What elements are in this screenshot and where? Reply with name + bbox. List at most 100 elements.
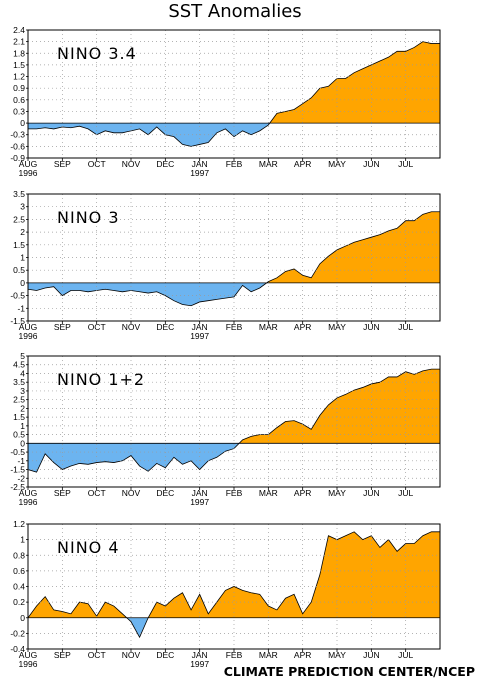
y-tick-label: 0.5	[13, 265, 25, 275]
y-tick-label: 2.5	[13, 395, 25, 405]
y-tick-label: 3.5	[13, 189, 25, 199]
y-tick-label: 2	[20, 227, 25, 237]
x-tick-label: MAR	[259, 650, 278, 660]
y-tick-label: -0.4	[10, 644, 25, 654]
y-tick-label: 0.8	[13, 550, 25, 560]
y-tick-label: -0.9	[10, 153, 25, 163]
panel-title: NINO 1+2	[57, 370, 145, 389]
x-tick-label: FEB	[226, 159, 243, 169]
x-tick-label: JAN	[192, 322, 208, 332]
x-tick-label: DEC	[156, 159, 174, 169]
y-tick-label: 0	[20, 118, 25, 128]
x-tick-label: JUN	[363, 322, 380, 332]
year-label: 1997	[190, 168, 209, 178]
year-label: 1997	[190, 331, 209, 341]
x-tick-label: JAN	[192, 488, 208, 498]
x-tick-label: DEC	[156, 322, 174, 332]
year-label: 1997	[190, 497, 209, 507]
x-tick-label: DEC	[156, 650, 174, 660]
positive-anomaly-area	[269, 41, 440, 124]
y-tick-label: -2.5	[10, 482, 25, 492]
y-tick-label: -1	[17, 303, 25, 313]
x-tick-label: NOV	[122, 159, 141, 169]
y-tick-label: 0	[20, 438, 25, 448]
y-tick-label: 0.2	[13, 597, 25, 607]
x-tick-label: APR	[294, 159, 311, 169]
x-tick-label: AUG	[19, 159, 37, 169]
y-tick-label: -0.3	[10, 130, 25, 140]
x-tick-label: JUN	[363, 650, 380, 660]
x-tick-label: FEB	[226, 488, 243, 498]
panels: 2.42.11.81.51.20.90.60.30-0.3-0.6-0.9NIN…	[10, 25, 441, 669]
x-tick-label: JUL	[398, 322, 413, 332]
x-tick-label: APR	[294, 322, 311, 332]
x-tick-label: SEP	[54, 650, 71, 660]
x-tick-label: SEP	[54, 322, 71, 332]
y-tick-label: -1.5	[10, 316, 25, 326]
chart-title: SST Anomalies	[168, 1, 301, 22]
x-tick-label: OCT	[88, 322, 106, 332]
x-tick-label: JUL	[398, 488, 413, 498]
y-tick-label: 0.9	[13, 83, 25, 93]
y-tick-label: 1.8	[13, 48, 25, 58]
year-label: 1997	[190, 659, 209, 669]
y-tick-label: 3	[20, 202, 25, 212]
positive-anomaly-area	[28, 211, 440, 283]
x-tick-label: OCT	[88, 488, 106, 498]
credit-label: CLIMATE PREDICTION CENTER/NCEP	[224, 664, 475, 679]
negative-anomaly-area	[28, 443, 240, 473]
y-tick-label: 0.4	[13, 582, 25, 592]
x-tick-label: JUN	[363, 488, 380, 498]
y-tick-label: 1.2	[13, 519, 25, 529]
y-tick-label: 0.6	[13, 95, 25, 105]
x-tick-label: APR	[294, 488, 311, 498]
x-tick-label: APR	[294, 650, 311, 660]
x-tick-label: MAR	[259, 488, 278, 498]
y-tick-label: 5	[20, 351, 25, 361]
x-tick-label: AUG	[19, 650, 37, 660]
x-tick-label: MAY	[328, 322, 346, 332]
x-tick-label: OCT	[88, 159, 106, 169]
year-label: 1996	[19, 659, 38, 669]
y-tick-label: 1.2	[13, 72, 25, 82]
y-tick-label: -1	[17, 456, 25, 466]
y-tick-label: 2	[20, 403, 25, 413]
x-tick-label: OCT	[88, 650, 106, 660]
y-tick-label: 3	[20, 386, 25, 396]
x-tick-label: JUL	[398, 650, 413, 660]
x-tick-label: JUN	[363, 159, 380, 169]
y-tick-label: 1	[20, 535, 25, 545]
y-tick-label: 1	[20, 421, 25, 431]
y-tick-label: -2	[17, 473, 25, 483]
y-tick-label: -0.2	[10, 628, 25, 638]
x-tick-label: MAY	[328, 488, 346, 498]
panel-3: 54.543.532.521.510.50-0.5-1-1.5-2-2.5 NIN…	[10, 351, 441, 507]
y-tick-label: 0	[20, 613, 25, 623]
x-tick-label: AUG	[19, 322, 37, 332]
y-tick-label: 4	[20, 368, 25, 378]
x-tick-label: MAR	[259, 159, 278, 169]
y-tick-label: 1.5	[13, 60, 25, 70]
x-tick-label: JAN	[192, 159, 208, 169]
y-tick-label: 2.5	[13, 214, 25, 224]
y-tick-label: -1.5	[10, 465, 25, 475]
x-tick-label: SEP	[54, 488, 71, 498]
x-tick-label: MAR	[259, 322, 278, 332]
x-tick-label: FEB	[226, 650, 243, 660]
panel-title: NINO 3	[57, 208, 120, 227]
year-label: 1996	[19, 331, 38, 341]
x-tick-label: NOV	[122, 650, 141, 660]
y-tick-label: 1.5	[13, 240, 25, 250]
panel-title: NINO 4	[57, 538, 120, 557]
y-tick-label: 0.5	[13, 430, 25, 440]
y-tick-label: 1.5	[13, 412, 25, 422]
x-tick-label: JUL	[398, 159, 413, 169]
x-tick-label: MAY	[328, 159, 346, 169]
y-tick-label: -0.5	[10, 291, 25, 301]
x-tick-label: JAN	[192, 650, 208, 660]
y-tick-label: 2.1	[13, 37, 25, 47]
y-tick-label: 4.5	[13, 360, 25, 370]
